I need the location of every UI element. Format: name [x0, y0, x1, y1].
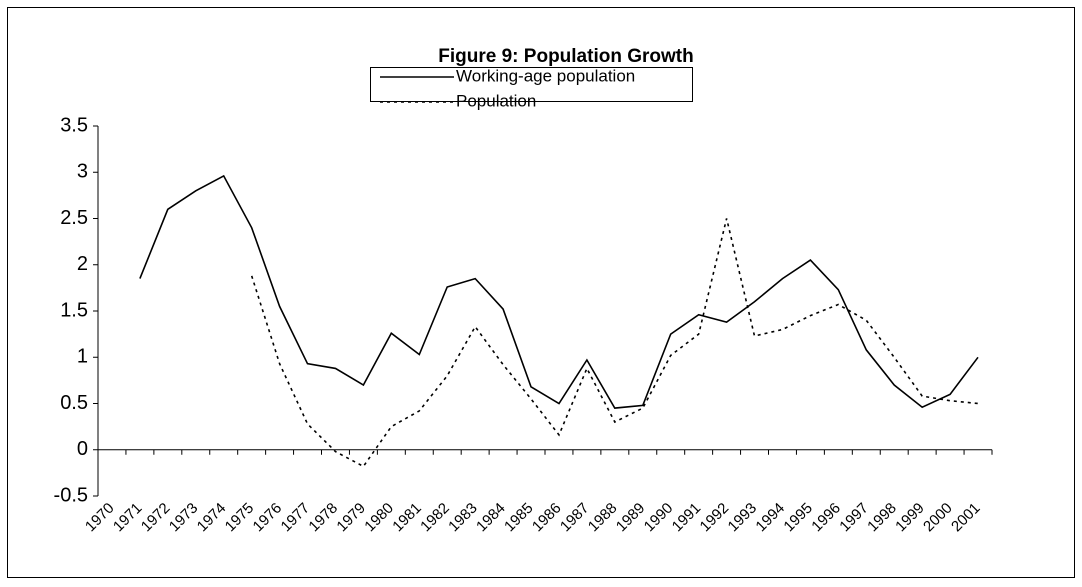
y-tick-label: 0 [77, 438, 88, 460]
legend-box [370, 67, 693, 102]
y-tick-label: 0.5 [60, 392, 88, 414]
y-tick-label: 1 [77, 346, 88, 368]
y-tick-label: 1.5 [60, 299, 88, 321]
legend-label: Working-age population [456, 66, 635, 85]
y-tick-label: 2 [77, 253, 88, 275]
series-line [250, 218, 979, 468]
y-tick-label: -0.5 [54, 484, 88, 506]
y-tick-label: 3.5 [60, 114, 88, 136]
series-line [139, 174, 979, 409]
legend-label: Population [456, 91, 536, 110]
chart-border [7, 7, 1075, 578]
y-tick-label: 2.5 [60, 207, 88, 229]
y-tick-label: 3 [77, 161, 88, 183]
chart-title: Figure 9: Population Growth [438, 46, 693, 67]
